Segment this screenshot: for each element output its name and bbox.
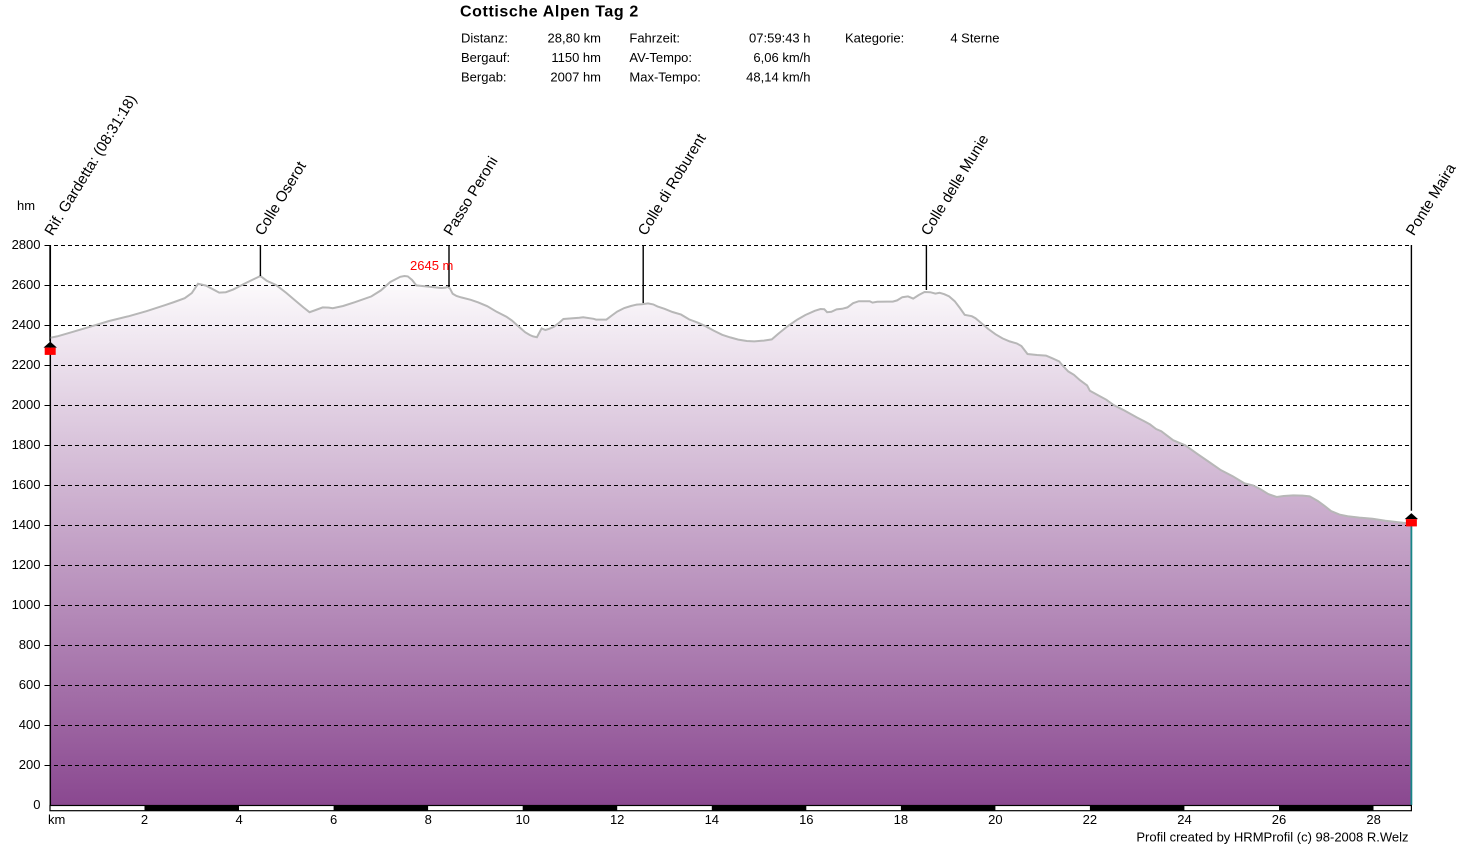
svg-text:Kategorie:: Kategorie: — [845, 30, 904, 45]
svg-text:400: 400 — [19, 717, 41, 732]
svg-text:12: 12 — [610, 812, 624, 827]
svg-text:2400: 2400 — [12, 317, 41, 332]
svg-text:20: 20 — [988, 812, 1002, 827]
svg-text:28,80 km: 28,80 km — [548, 30, 601, 45]
svg-text:2645 m: 2645 m — [410, 258, 453, 273]
svg-text:1200: 1200 — [12, 557, 41, 572]
svg-text:Distanz:: Distanz: — [461, 30, 508, 45]
svg-text:4: 4 — [235, 812, 242, 827]
svg-text:1800: 1800 — [12, 437, 41, 452]
svg-text:0: 0 — [33, 797, 40, 812]
svg-text:8: 8 — [425, 812, 432, 827]
svg-text:2007 hm: 2007 hm — [550, 69, 601, 84]
svg-text:16: 16 — [799, 812, 813, 827]
svg-text:km: km — [48, 812, 65, 827]
svg-text:10: 10 — [515, 812, 529, 827]
svg-text:48,14 km/h: 48,14 km/h — [746, 69, 810, 84]
svg-text:200: 200 — [19, 757, 41, 772]
svg-text:2600: 2600 — [12, 277, 41, 292]
svg-text:2200: 2200 — [12, 357, 41, 372]
svg-text:1150 hm: 1150 hm — [551, 50, 601, 65]
svg-text:26: 26 — [1272, 812, 1286, 827]
svg-text:AV-Tempo:: AV-Tempo: — [629, 50, 692, 65]
svg-text:1000: 1000 — [12, 597, 41, 612]
svg-text:6,06 km/h: 6,06 km/h — [753, 50, 810, 65]
svg-text:800: 800 — [19, 637, 41, 652]
svg-text:18: 18 — [894, 812, 908, 827]
svg-text:Bergauf:: Bergauf: — [461, 50, 510, 65]
svg-text:Bergab:: Bergab: — [461, 69, 507, 84]
svg-text:1400: 1400 — [12, 517, 41, 532]
svg-text:Fahrzeit:: Fahrzeit: — [629, 30, 680, 45]
svg-text:2000: 2000 — [12, 397, 41, 412]
svg-text:28: 28 — [1366, 812, 1380, 827]
svg-text:22: 22 — [1083, 812, 1097, 827]
svg-text:14: 14 — [705, 812, 719, 827]
svg-text:Max-Tempo:: Max-Tempo: — [629, 69, 701, 84]
svg-text:600: 600 — [19, 677, 41, 692]
svg-text:4 Sterne: 4 Sterne — [950, 30, 999, 45]
svg-text:1600: 1600 — [12, 477, 41, 492]
svg-text:2800: 2800 — [12, 237, 41, 252]
svg-text:Cottische Alpen Tag 2: Cottische Alpen Tag 2 — [460, 4, 639, 21]
svg-text:2: 2 — [141, 812, 148, 827]
svg-text:Profil created by HRMProfil (c: Profil created by HRMProfil (c) 98-2008 … — [1136, 830, 1408, 845]
svg-text:07:59:43 h: 07:59:43 h — [749, 30, 810, 45]
svg-text:6: 6 — [330, 812, 337, 827]
svg-text:24: 24 — [1177, 812, 1191, 827]
svg-text:hm: hm — [17, 198, 35, 213]
